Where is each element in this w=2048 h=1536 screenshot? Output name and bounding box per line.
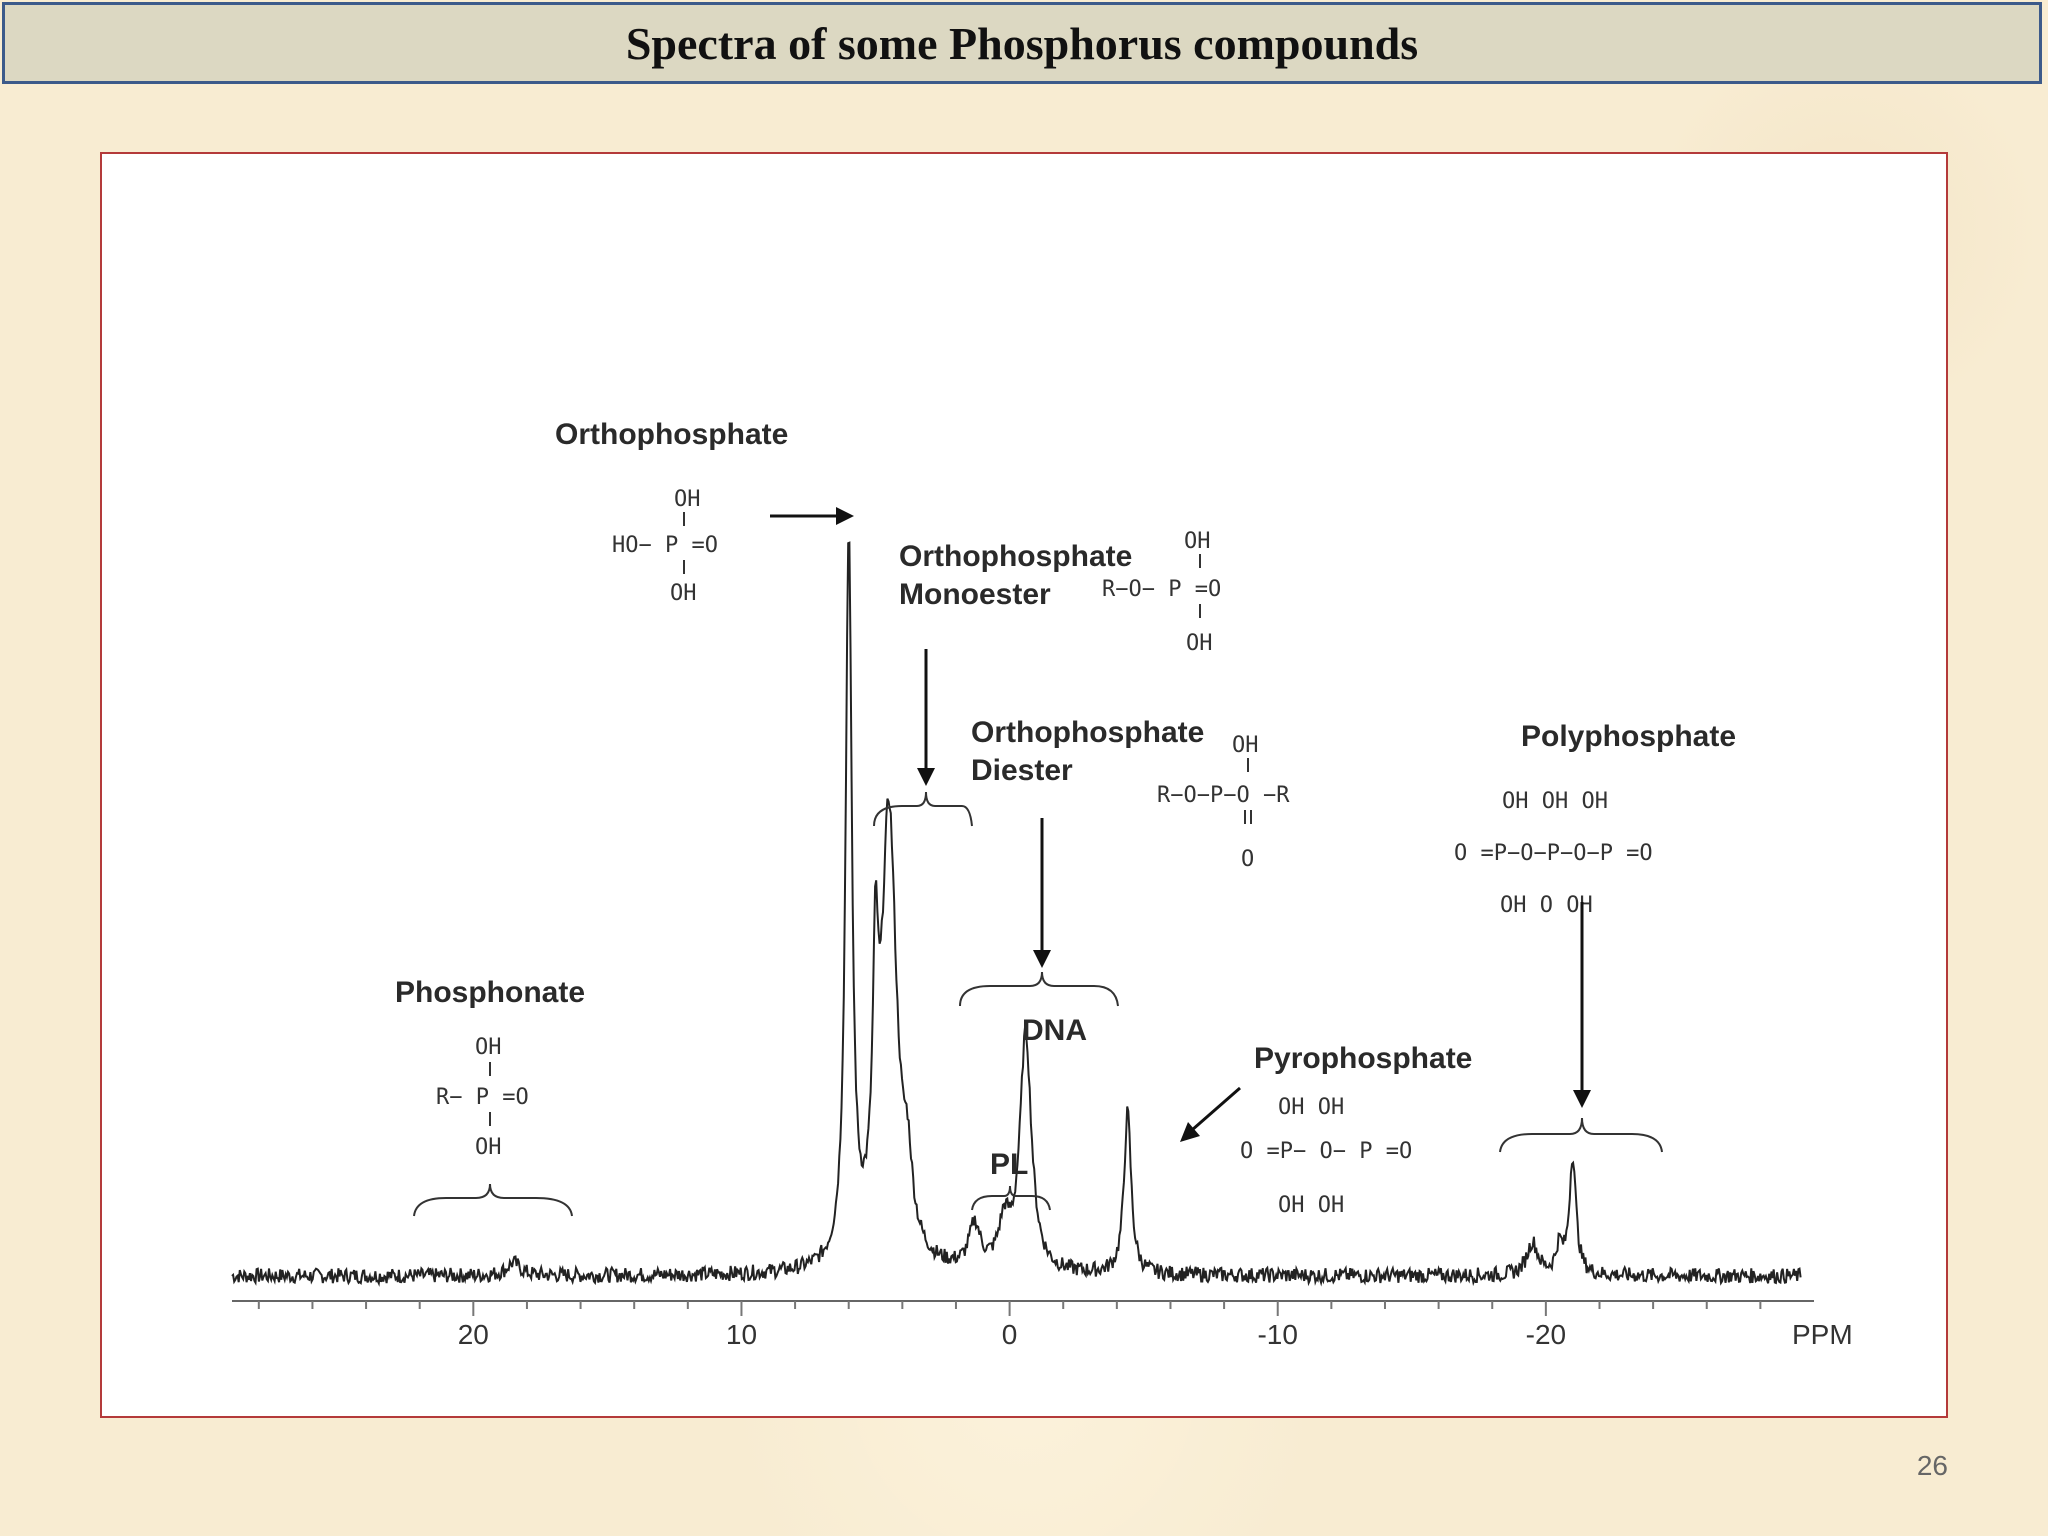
structure-pyrophosphate-mid: O =P− O− P =O (1240, 1139, 1412, 1164)
x-tick-label: 10 (726, 1319, 757, 1350)
structure-orthophosphate-top: OH (674, 487, 701, 512)
spectrum-chart: 20 10 0 -10 -20 PPM Orthophosphate OH HO− P … (231, 418, 1853, 1350)
structure-pyrophosphate-bottom: OH OH (1278, 1193, 1344, 1218)
brace-pl (971, 1185, 1051, 1211)
slide-number: 26 (1916, 1450, 1948, 1481)
structure-phosphonate-mid: R− P =O (436, 1085, 529, 1110)
label-orthophosphate: Orthophosphate (555, 418, 788, 451)
arrowhead-polyphosphate (1573, 1090, 1591, 1108)
label-pyrophosphate: Pyrophosphate (1254, 1042, 1472, 1075)
brace-monoester (873, 791, 973, 827)
label-monoester-line1: Orthophosphate (899, 540, 1132, 573)
label-dna: DNA (1022, 1014, 1087, 1047)
brace-polyphosphate (1499, 1117, 1663, 1153)
structure-phosphonate-top: OH (475, 1035, 502, 1060)
label-diester-line2: Diester (971, 754, 1073, 787)
structure-polyphosphate-mid: O =P−O−P−O−P =O (1454, 841, 1653, 866)
spectrum-trace (231, 541, 1802, 1287)
structure-monoester-mid: R−O− P =O (1102, 577, 1221, 602)
arrowhead-monoester (917, 768, 935, 786)
label-monoester-line2: Monoester (899, 578, 1051, 611)
structure-diester-top: OH (1232, 733, 1259, 758)
x-tick-label: 20 (458, 1319, 489, 1350)
x-axis-ticks: 20 10 0 -10 -20 (257, 1301, 1762, 1350)
structure-orthophosphate-bottom: OH (670, 581, 697, 606)
structure-monoester-top: OH (1184, 529, 1211, 554)
structure-phosphonate-bottom: OH (475, 1135, 502, 1160)
structure-pyrophosphate-top: OH OH (1278, 1095, 1344, 1120)
spectrum-figure: 20 10 0 -10 -20 PPM Orthophosphate OH HO− P … (100, 152, 1948, 1418)
slide-title-bar: Spectra of some Phosphorus compounds (2, 2, 2042, 84)
structure-diester-bottom: O (1241, 847, 1254, 872)
label-phosphonate: Phosphonate (395, 976, 585, 1009)
arrowhead-pyrophosphate (1180, 1122, 1200, 1142)
label-diester-line1: Orthophosphate (971, 716, 1204, 749)
arrow-pyrophosphate (1191, 1086, 1241, 1132)
structure-orthophosphate-mid: HO− P =O (612, 533, 718, 558)
structure-polyphosphate-top: OH OH OH (1502, 789, 1608, 814)
arrowhead-orthophosphate (836, 507, 854, 525)
structure-diester-mid: R−O−P−O −R (1157, 783, 1290, 808)
brace-diester (959, 971, 1119, 1007)
label-pl: PL (990, 1148, 1028, 1181)
arrowhead-diester (1033, 950, 1051, 968)
structure-polyphosphate-bottom: OH O OH (1500, 893, 1593, 918)
label-polyphosphate: Polyphosphate (1521, 720, 1736, 753)
x-tick-label: -10 (1257, 1319, 1297, 1350)
brace-phosphonate (413, 1183, 573, 1217)
x-tick-label: 0 (1002, 1319, 1018, 1350)
x-axis-label: PPM (1792, 1319, 1853, 1350)
x-tick-label: -20 (1526, 1319, 1566, 1350)
slide-title: Spectra of some Phosphorus compounds (625, 17, 1419, 69)
structure-monoester-bottom: OH (1186, 631, 1213, 656)
